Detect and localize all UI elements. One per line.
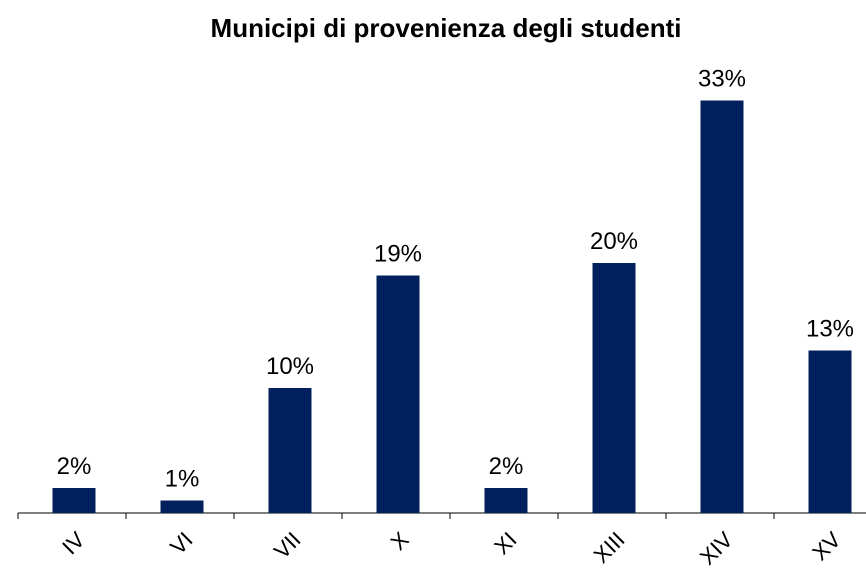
bar [808, 350, 852, 513]
bar [52, 488, 96, 513]
bar [484, 488, 528, 513]
value-label: 13% [806, 316, 854, 343]
value-label: 19% [374, 241, 422, 268]
bar [268, 388, 312, 513]
x-tick-label: XV [807, 527, 846, 566]
x-tick-label: VII [269, 527, 306, 564]
value-label: 20% [590, 228, 638, 255]
bar [160, 500, 204, 513]
bar [592, 263, 636, 513]
bar [700, 100, 744, 513]
bar [376, 275, 420, 513]
chart-title: Municipi di provenienza degli studenti [211, 13, 682, 43]
value-label: 33% [698, 66, 746, 93]
value-label: 10% [266, 353, 314, 380]
x-tick-label: XIV [695, 527, 738, 570]
value-label: 1% [165, 466, 200, 493]
value-label: 2% [57, 453, 92, 480]
x-tick-label: VI [165, 527, 197, 559]
x-tick-label: X [386, 527, 414, 555]
x-tick-label: XI [489, 527, 521, 559]
value-label: 2% [489, 453, 524, 480]
x-tick-label: IV [57, 527, 90, 560]
x-tick-label: XIII [589, 527, 630, 568]
